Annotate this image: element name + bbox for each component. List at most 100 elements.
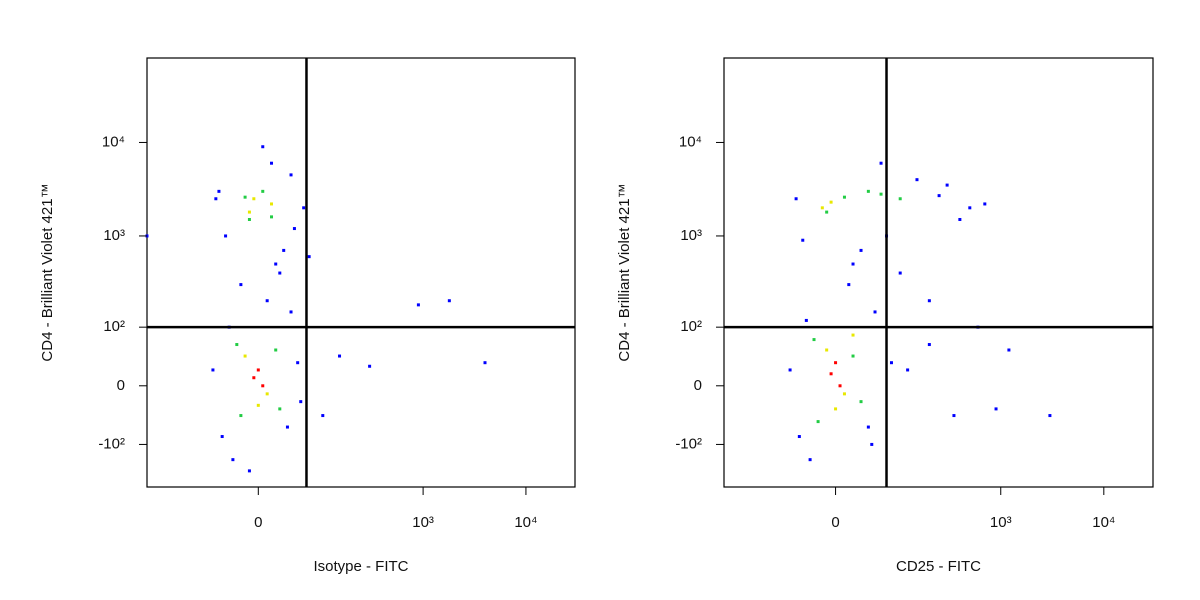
event-dot [247, 210, 251, 214]
event-dot [447, 299, 451, 303]
event-dot [278, 271, 282, 275]
event-dot [307, 255, 311, 259]
x-tick-label: 10³ [412, 514, 434, 531]
x-tick-label: 10⁴ [514, 514, 537, 531]
event-dot [873, 310, 877, 314]
plot: 0 10³ 10⁴ -10² 0 10² 10³ 10⁴ Isotype - FITC CD4 -… [39, 57, 576, 575]
event-dot [235, 343, 239, 347]
event-dot [842, 392, 846, 396]
event-dot [851, 333, 855, 337]
x-tick-label: 10³ [990, 514, 1012, 531]
y-tick-label: 10⁴ [102, 133, 125, 150]
event-dot [231, 458, 235, 462]
event-dot [879, 161, 883, 165]
event-dot [270, 202, 274, 206]
event-dot [829, 200, 833, 204]
event-dot [270, 215, 274, 219]
x-tick-label: 10⁴ [1092, 514, 1115, 531]
event-dot [952, 414, 956, 418]
event-dot [859, 248, 863, 252]
event-dot [274, 348, 278, 352]
event-dot [211, 368, 215, 372]
event-dot [265, 392, 269, 396]
event-dot [851, 354, 855, 358]
event-dot [224, 234, 228, 238]
event-dot [299, 400, 303, 404]
event-dot [834, 361, 838, 365]
event-dot [879, 192, 883, 196]
plot: 0 10³ 10⁴ -10² 0 10² 10³ 10⁴ CD25 - FITC CD4 - Br… [616, 57, 1154, 575]
event-dot [906, 368, 910, 372]
y-tick-label: 0 [117, 377, 125, 394]
event-dot [866, 189, 870, 193]
event-dot [243, 354, 247, 358]
event-dot [302, 206, 306, 210]
event-dot [292, 227, 296, 231]
event-dot [816, 420, 820, 424]
event-dot [214, 197, 218, 201]
event-dot [866, 425, 870, 429]
event-dot [483, 361, 487, 365]
y-tick-label: -10² [675, 435, 702, 452]
event-dot [927, 343, 931, 347]
event-dot [804, 318, 808, 322]
event-dot [368, 364, 372, 368]
event-dot [1048, 414, 1052, 418]
x-axis-label: CD25 - FITC [896, 558, 981, 575]
event-dot [289, 173, 293, 177]
event-dot [416, 303, 420, 307]
event-dot [801, 238, 805, 242]
y-axis-label: CD4 - Brilliant Violet 421™ [616, 183, 633, 361]
event-dot [794, 197, 798, 201]
event-dot [265, 299, 269, 303]
event-dot [838, 384, 842, 388]
event-dot [889, 361, 893, 365]
y-tick-label: 10² [680, 318, 702, 335]
event-dot [825, 210, 829, 214]
y-tick-label: 10³ [103, 227, 125, 244]
event-dot [289, 310, 293, 314]
event-dot [829, 372, 833, 376]
event-dot [859, 400, 863, 404]
event-dot [243, 195, 247, 199]
event-dot [870, 442, 874, 446]
event-dot [825, 348, 829, 352]
event-dot [252, 197, 256, 201]
x-tick-label: 0 [831, 514, 839, 531]
y-tick-label: 10³ [680, 227, 702, 244]
event-dot [278, 407, 282, 411]
x-axis-label: Isotype - FITC [313, 558, 408, 575]
event-dot [898, 197, 902, 201]
event-dot [927, 299, 931, 303]
event-dot [338, 354, 342, 358]
event-dot [296, 361, 300, 365]
event-dot [239, 414, 243, 418]
event-dot [285, 425, 289, 429]
event-dot [834, 407, 838, 411]
x-tick-label: 0 [254, 514, 262, 531]
event-dot [898, 271, 902, 275]
event-dot [261, 384, 265, 388]
event-dot [958, 217, 962, 221]
event-dot [282, 248, 286, 252]
event-dot [842, 195, 846, 199]
event-dot [788, 368, 792, 372]
event-dot [256, 368, 260, 372]
event-dot [270, 161, 274, 165]
event-dot [797, 435, 801, 439]
y-axis-label: CD4 - Brilliant Violet 421™ [39, 183, 56, 361]
event-dot [261, 189, 265, 193]
event-dot [247, 469, 251, 473]
event-dot [239, 283, 243, 287]
plot-frame [146, 57, 576, 488]
event-dot [847, 283, 851, 287]
event-dot [1007, 348, 1011, 352]
event-dot [220, 435, 224, 439]
plot-frame [723, 57, 1154, 488]
event-dot [968, 206, 972, 210]
event-dot [261, 145, 265, 149]
event-dot [820, 206, 824, 210]
y-tick-label: 0 [694, 377, 702, 394]
event-dot [983, 202, 987, 206]
